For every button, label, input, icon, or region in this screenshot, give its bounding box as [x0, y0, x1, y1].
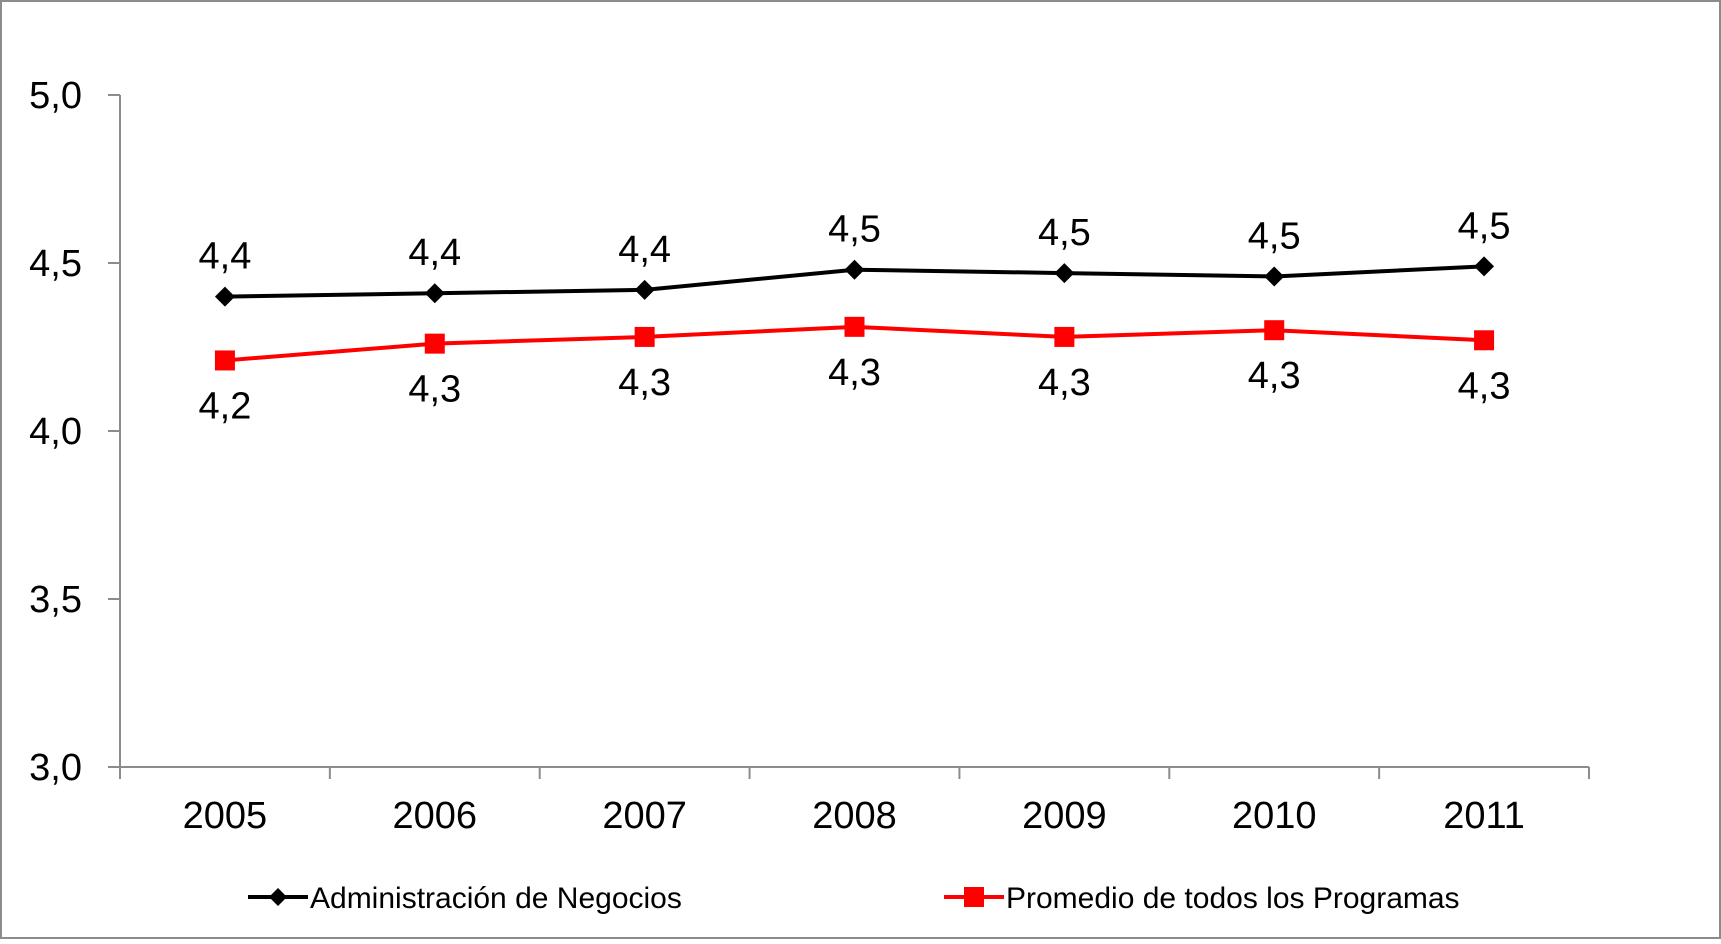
data-label: 4,3	[618, 362, 671, 404]
data-label: 4,3	[828, 352, 881, 394]
data-label: 4,5	[828, 209, 881, 251]
data-point-diamond	[1474, 256, 1495, 277]
data-label: 4,2	[199, 385, 252, 427]
y-tick-label: 4,5	[29, 243, 82, 285]
x-tick-label: 2011	[1443, 795, 1525, 837]
x-tick-label: 2008	[812, 795, 897, 837]
series-group: 4,2 4,3 4,3 4,3 4,3 4,3 4,3	[199, 316, 1511, 427]
data-point-square	[214, 350, 235, 371]
y-tick-label: 5,0	[29, 75, 82, 117]
legend: Administración de Negocios Promedio de to…	[248, 882, 1460, 915]
data-point-diamond	[1264, 266, 1285, 287]
data-label: 4,4	[408, 232, 461, 274]
data-label: 4,3	[1248, 355, 1301, 397]
data-point-diamond	[634, 279, 655, 300]
x-tick-label: 2006	[393, 795, 478, 837]
data-label: 4,4	[618, 229, 671, 271]
data-label: 4,3	[408, 369, 461, 411]
data-point-diamond	[1054, 263, 1075, 284]
series-layer: 4,4 4,4 4,4 4,5 4,5 4,5 4,54,2 4,3 4,3 4,3 4,3 4,3 4…	[199, 205, 1511, 427]
series-group: 4,4 4,4 4,4 4,5 4,5 4,5 4,5	[199, 205, 1511, 307]
legend-marker-diamond	[269, 888, 287, 906]
y-tick-label: 3,5	[29, 579, 82, 621]
legend-label: Administración de Negocios	[310, 882, 682, 915]
data-label: 4,5	[1248, 215, 1301, 257]
data-point-square	[844, 316, 865, 337]
data-point-square	[1054, 326, 1075, 347]
x-axis-ticks: 2005 2006 2007 2008 2009 2010 2011	[119, 767, 1590, 837]
y-axis-ticks: 3,0 3,5 4,0 4,5 5,0	[29, 75, 120, 789]
data-point-diamond	[214, 286, 235, 307]
data-label: 4,3	[1458, 365, 1511, 407]
data-point-square	[424, 333, 445, 354]
x-tick-label: 2007	[602, 795, 687, 837]
data-label: 4,3	[1038, 362, 1091, 404]
legend-item: Administración de Negocios	[248, 882, 682, 915]
data-point-diamond	[424, 283, 445, 304]
data-label: 4,5	[1458, 205, 1511, 247]
x-tick-label: 2009	[1022, 795, 1107, 837]
x-tick-label: 2005	[183, 795, 268, 837]
legend-label: Promedio de todos los Programas	[1006, 882, 1460, 915]
y-tick-label: 3,0	[29, 747, 82, 789]
x-tick-label: 2010	[1232, 795, 1317, 837]
data-point-square	[1264, 320, 1285, 341]
y-tick-label: 4,0	[29, 411, 82, 453]
legend-marker-square	[964, 887, 984, 907]
data-point-square	[1474, 330, 1495, 351]
data-label: 4,5	[1038, 212, 1091, 254]
data-label: 4,4	[199, 236, 252, 278]
legend-item: Promedio de todos los Programas	[944, 882, 1460, 915]
data-point-diamond	[844, 259, 865, 280]
data-point-square	[634, 326, 655, 347]
